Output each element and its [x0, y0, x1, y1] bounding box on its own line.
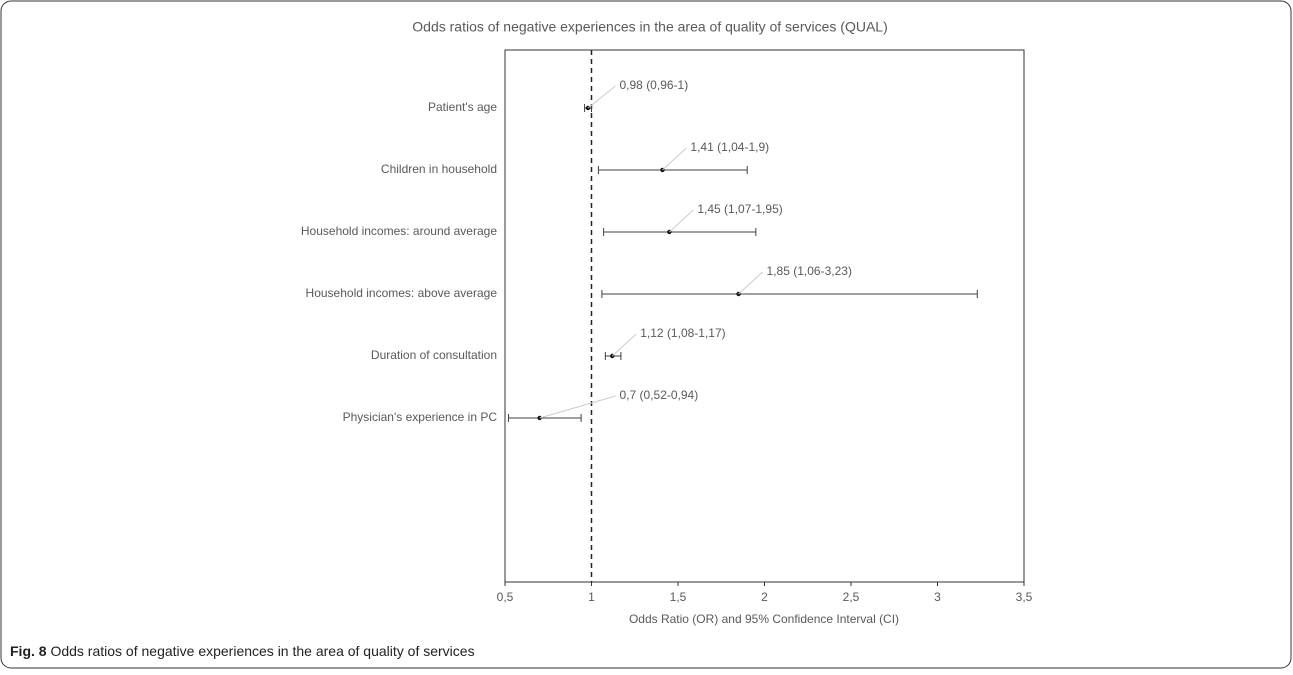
y-tick-label: Household incomes: around average — [301, 224, 497, 238]
x-tick-label: 0,5 — [497, 590, 514, 604]
x-tick-label: 1,5 — [670, 590, 687, 604]
x-tick-label: 1 — [588, 590, 595, 604]
x-axis-title: Odds Ratio (OR) and 95% Confidence Inter… — [629, 612, 899, 626]
value-label: 1,85 (1,06-3,23) — [767, 264, 852, 278]
leader-line — [611, 333, 637, 357]
y-tick-label: Duration of consultation — [371, 348, 497, 362]
caption: Fig. 8 Odds ratios of negative experienc… — [10, 643, 475, 659]
x-tick-label: 3,5 — [1016, 590, 1033, 604]
value-label: 1,12 (1,08-1,17) — [640, 326, 725, 340]
x-tick-label: 2 — [761, 590, 768, 604]
plot-area — [504, 49, 1025, 583]
y-tick-label: Physician's experience in PC — [343, 410, 498, 424]
value-label: 1,41 (1,04-1,9) — [690, 140, 769, 154]
value-label: 1,45 (1,07-1,95) — [697, 202, 782, 216]
leader-line — [738, 271, 763, 295]
leader-line — [539, 395, 616, 419]
leader-line — [587, 85, 616, 109]
x-tick-label: 2,5 — [843, 590, 860, 604]
leader-line — [669, 209, 694, 233]
value-label: 0,7 (0,52-0,94) — [620, 388, 699, 402]
x-tick-label: 3 — [934, 590, 941, 604]
y-tick-label: Patient's age — [428, 100, 497, 114]
caption-label: Fig. 8 — [10, 643, 47, 659]
leader-line — [662, 147, 687, 171]
y-tick-label: Children in household — [381, 162, 497, 176]
value-label: 0,98 (0,96-1) — [620, 78, 689, 92]
y-tick-label: Household incomes: above average — [306, 286, 498, 300]
caption-text: Odds ratios of negative experiences in t… — [50, 643, 474, 659]
chart-title: Odds ratios of negative experiences in t… — [412, 19, 887, 35]
